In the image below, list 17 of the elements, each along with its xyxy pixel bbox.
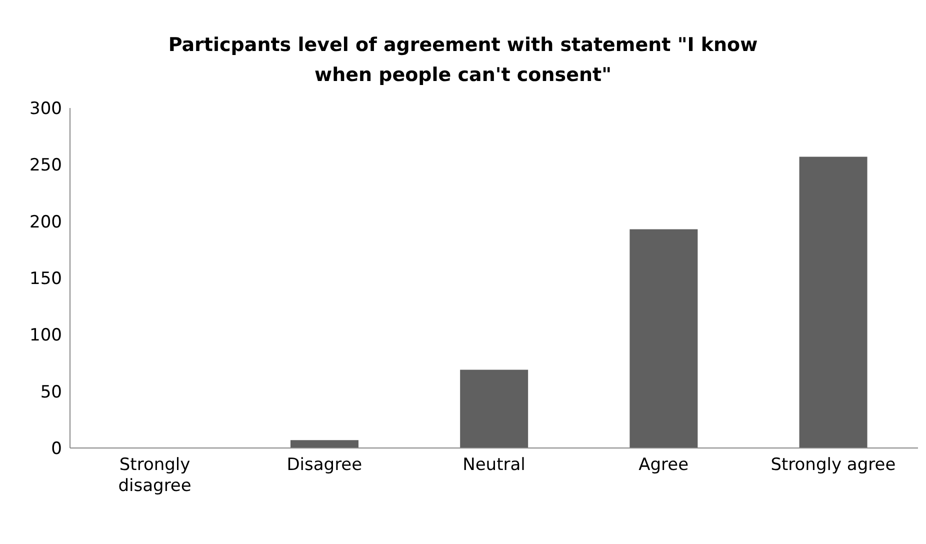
x-tick-label: Strongly agree	[770, 455, 896, 475]
y-tick-label: 150	[30, 269, 62, 290]
x-tick-label: Strongly disagree	[118, 455, 192, 496]
y-tick-label: 300	[30, 99, 62, 120]
y-tick-label: 100	[30, 326, 62, 346]
bar	[630, 229, 698, 448]
y-tick-label: 50	[40, 382, 62, 402]
bar	[460, 370, 528, 448]
x-tick-label: Agree	[638, 455, 689, 475]
bar	[290, 440, 358, 448]
x-tick-label: Disagree	[286, 455, 362, 475]
y-tick-label: 200	[30, 212, 62, 232]
chart-title: Particpants level of agreement with statement "I know when people can't consent"	[167, 33, 759, 88]
x-tick-label: Neutral	[462, 455, 526, 475]
y-tick-label: 250	[30, 156, 62, 176]
y-tick-label: 0	[51, 439, 62, 460]
bar	[799, 156, 868, 448]
